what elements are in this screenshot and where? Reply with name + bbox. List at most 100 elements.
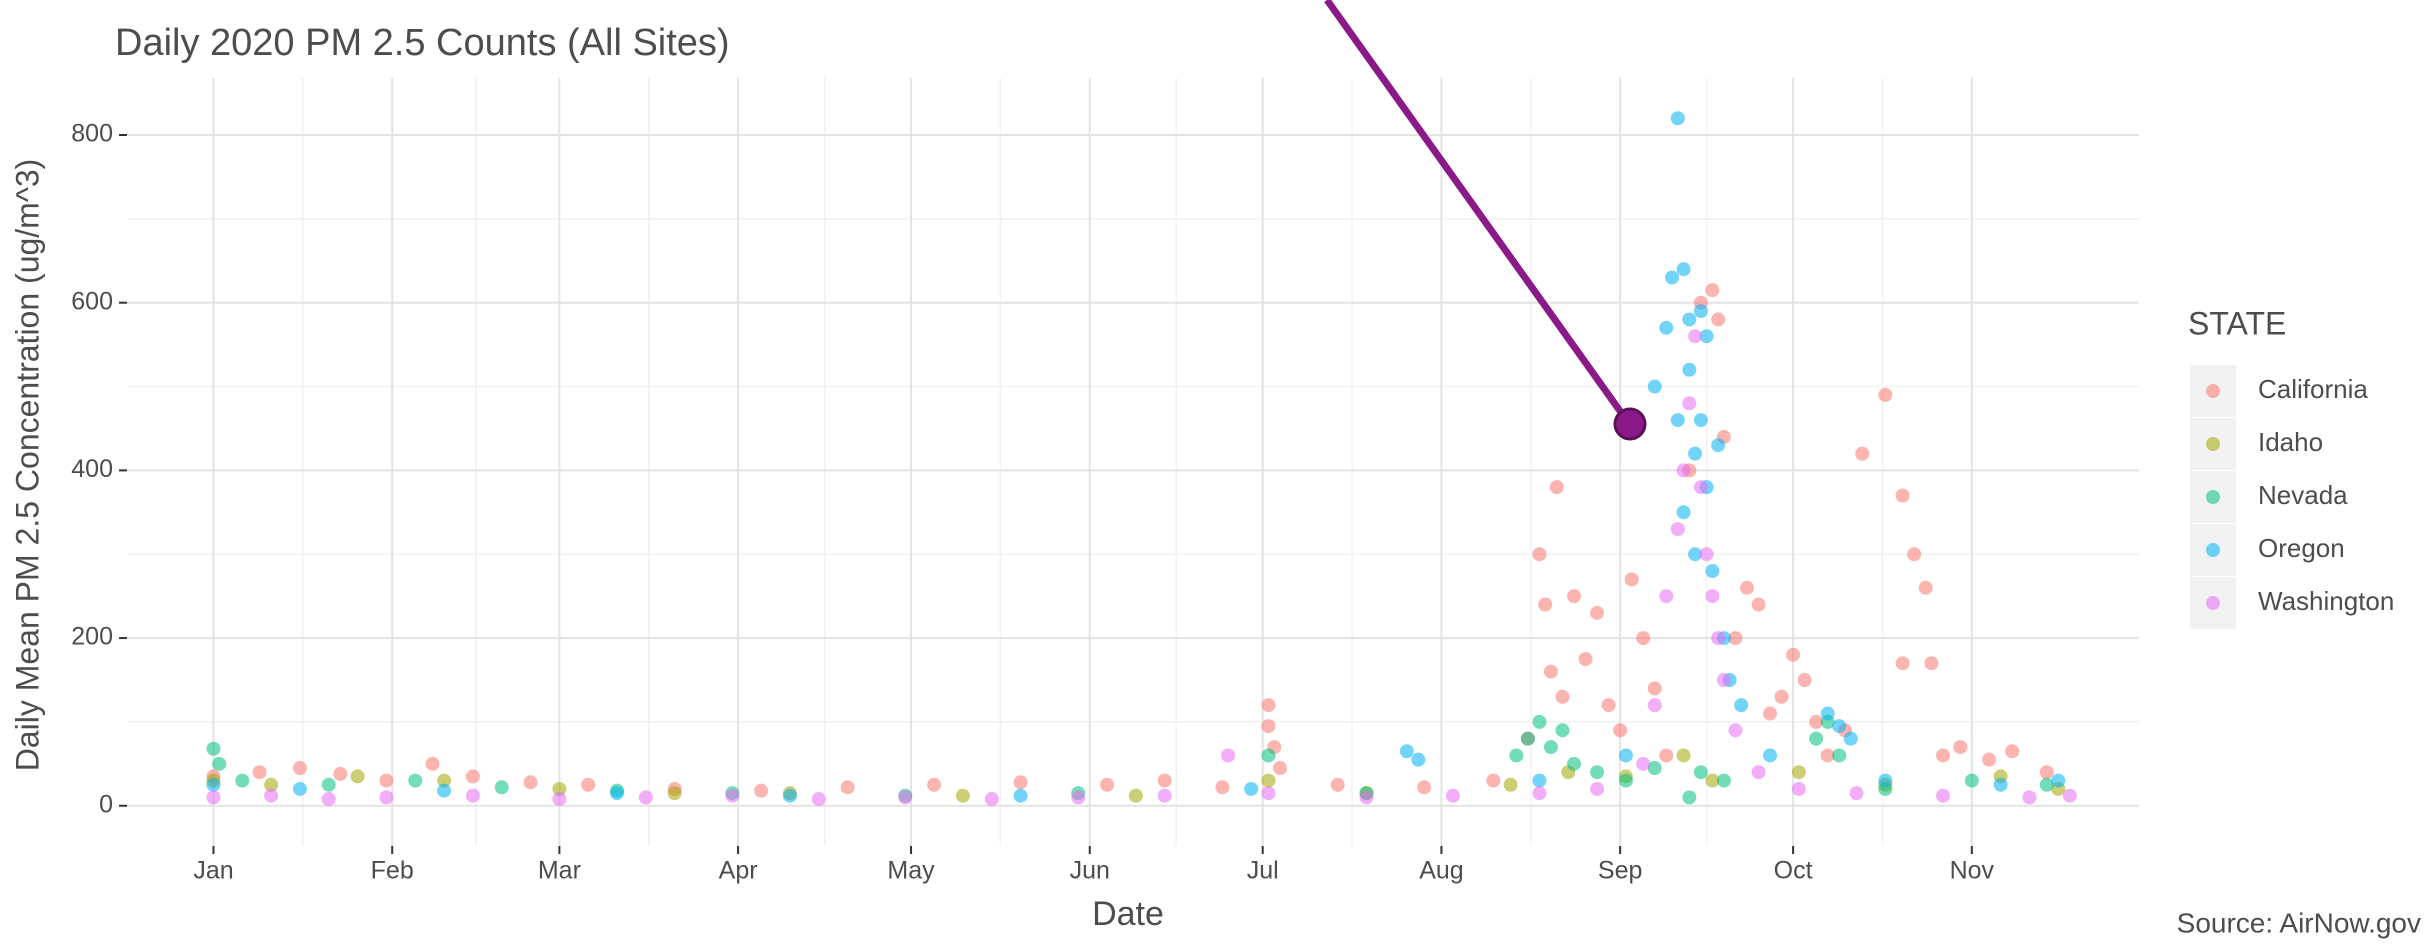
point [379,773,394,788]
point [667,786,682,801]
point [811,792,826,807]
point [1918,580,1933,595]
point [1774,689,1789,704]
x-tick-label: Mar [538,857,581,885]
point [955,788,970,803]
point [1688,329,1703,344]
point [1618,748,1633,763]
point [1532,786,1547,801]
point [292,781,307,796]
legend-label: Nevada [2258,480,2348,510]
point [2039,777,2054,792]
point [1532,714,1547,729]
point [425,756,440,771]
point [1682,790,1697,805]
point [1763,748,1778,763]
point [1670,522,1685,537]
point [1676,463,1691,478]
point [264,788,279,803]
point [1895,488,1910,503]
point [1543,740,1558,755]
point [1636,631,1651,646]
legend-label: Idaho [2258,427,2323,457]
point [1693,480,1708,495]
point [1659,748,1674,763]
point [1221,748,1236,763]
point [1676,505,1691,520]
point [1399,744,1414,759]
x-tick-label: Sep [1598,857,1642,885]
point [321,777,336,792]
point [1532,773,1547,788]
y-tick-label: 800 [71,120,113,148]
point [212,756,227,771]
point [898,790,913,805]
point [1682,312,1697,327]
point [1688,446,1703,461]
point [1261,748,1276,763]
point [1538,597,1553,612]
point [1486,773,1501,788]
point [1711,631,1726,646]
point [1935,748,1950,763]
point [1751,765,1766,780]
point [1786,647,1801,662]
point [1693,304,1708,319]
point [1659,589,1674,604]
legend-swatch [2206,543,2220,557]
point [1244,781,1259,796]
point [1659,320,1674,335]
source: Source: AirNow.gov [2177,907,2421,938]
point [350,769,365,784]
point [206,741,221,756]
point [1716,773,1731,788]
legend-label: Washington [2258,586,2394,616]
x-tick-label: Feb [371,857,414,885]
point [1157,773,1172,788]
point [1832,719,1847,734]
point [1693,765,1708,780]
point [1809,731,1824,746]
point [1734,698,1749,713]
point [1590,605,1605,620]
x-tick-label: Nov [1950,857,1995,885]
legend: California Idaho Nevada Oregon Washington [2190,365,2394,629]
point [1763,706,1778,721]
x-tick-label: Jul [1247,857,1279,885]
point [1647,761,1662,776]
point [1670,413,1685,428]
legend-swatch [2206,437,2220,451]
point [638,790,653,805]
point [437,783,452,798]
legend-title: STATE [2188,305,2286,341]
x-tick-label: Oct [1774,857,1813,885]
grid-layer: 0 200 400 600 800 Jan Feb Mar Apr May Jun Jul Aug Sep… [71,78,2139,885]
point [754,783,769,798]
point [1013,775,1028,790]
point [1832,748,1847,763]
point [1705,773,1720,788]
point [1693,413,1708,428]
point [1647,698,1662,713]
point [1728,723,1743,738]
point [1797,672,1812,687]
point [1820,706,1835,721]
point [1567,589,1582,604]
point [2022,790,2037,805]
point [1543,664,1558,679]
point [235,773,250,788]
point [1624,572,1639,587]
point [984,792,999,807]
point [1100,777,1115,792]
point [1445,788,1460,803]
point [1878,773,1893,788]
point [1261,719,1276,734]
point [1411,752,1426,767]
point [1711,438,1726,453]
point [1359,790,1374,805]
point [264,777,279,792]
y-tick-label: 600 [71,287,113,315]
point [581,777,596,792]
point [1935,788,1950,803]
point [1647,379,1662,394]
